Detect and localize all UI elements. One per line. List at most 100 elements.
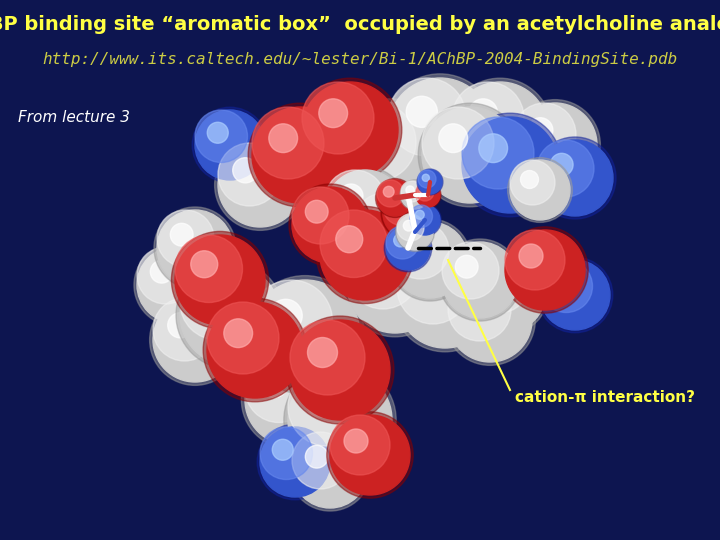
Ellipse shape: [418, 170, 442, 194]
Ellipse shape: [180, 265, 280, 365]
Ellipse shape: [377, 180, 404, 207]
Ellipse shape: [540, 260, 593, 313]
Ellipse shape: [537, 140, 613, 216]
Ellipse shape: [241, 352, 338, 449]
Ellipse shape: [401, 181, 429, 209]
Ellipse shape: [305, 446, 328, 468]
Ellipse shape: [463, 293, 488, 318]
Ellipse shape: [272, 439, 293, 460]
Ellipse shape: [392, 197, 407, 212]
Ellipse shape: [157, 210, 214, 267]
Text: The AChBP binding site “aromatic box”  occupied by an acetylcholine analog (2004: The AChBP binding site “aromatic box” oc…: [0, 15, 720, 34]
Ellipse shape: [418, 170, 436, 188]
Ellipse shape: [384, 224, 432, 272]
Ellipse shape: [422, 174, 429, 181]
Ellipse shape: [207, 122, 228, 143]
Ellipse shape: [288, 368, 366, 446]
Ellipse shape: [168, 313, 193, 338]
Ellipse shape: [455, 255, 478, 278]
Ellipse shape: [350, 190, 441, 280]
Ellipse shape: [414, 269, 443, 298]
Ellipse shape: [376, 179, 415, 218]
Ellipse shape: [339, 184, 363, 208]
Ellipse shape: [393, 248, 497, 352]
Ellipse shape: [368, 208, 393, 233]
Ellipse shape: [292, 432, 368, 508]
Ellipse shape: [394, 234, 407, 247]
Ellipse shape: [381, 186, 435, 240]
Ellipse shape: [406, 96, 438, 127]
Ellipse shape: [150, 295, 240, 386]
Ellipse shape: [289, 184, 371, 266]
Ellipse shape: [261, 371, 288, 398]
Ellipse shape: [322, 167, 408, 253]
Ellipse shape: [171, 232, 269, 329]
Ellipse shape: [224, 319, 253, 348]
Ellipse shape: [298, 78, 402, 182]
Ellipse shape: [356, 121, 387, 152]
Ellipse shape: [469, 99, 498, 127]
Ellipse shape: [353, 193, 416, 256]
Ellipse shape: [137, 247, 213, 323]
Ellipse shape: [305, 200, 328, 223]
Ellipse shape: [442, 242, 499, 299]
Ellipse shape: [171, 224, 193, 246]
Ellipse shape: [383, 188, 433, 238]
Ellipse shape: [392, 222, 468, 298]
Ellipse shape: [233, 158, 258, 183]
Ellipse shape: [252, 107, 348, 203]
Ellipse shape: [137, 247, 194, 304]
Ellipse shape: [250, 280, 333, 362]
Ellipse shape: [550, 153, 573, 176]
Ellipse shape: [439, 239, 521, 321]
Ellipse shape: [534, 137, 616, 219]
Ellipse shape: [552, 272, 573, 293]
Ellipse shape: [508, 158, 572, 222]
Ellipse shape: [218, 143, 302, 227]
Ellipse shape: [409, 204, 441, 236]
Ellipse shape: [320, 210, 410, 300]
Ellipse shape: [320, 210, 387, 278]
Ellipse shape: [207, 302, 279, 374]
Ellipse shape: [415, 182, 441, 208]
Ellipse shape: [157, 210, 233, 286]
Ellipse shape: [269, 124, 297, 153]
Ellipse shape: [502, 227, 588, 313]
Ellipse shape: [420, 187, 428, 194]
Ellipse shape: [175, 235, 265, 325]
Ellipse shape: [338, 103, 442, 207]
Ellipse shape: [510, 160, 555, 205]
Ellipse shape: [452, 82, 548, 178]
Ellipse shape: [422, 107, 494, 179]
Ellipse shape: [245, 355, 335, 445]
Ellipse shape: [260, 427, 330, 497]
Ellipse shape: [344, 429, 368, 453]
Ellipse shape: [458, 113, 562, 217]
Ellipse shape: [472, 257, 548, 333]
Ellipse shape: [330, 415, 410, 495]
Ellipse shape: [417, 169, 443, 195]
Ellipse shape: [415, 210, 424, 219]
Ellipse shape: [445, 275, 536, 366]
Ellipse shape: [487, 272, 508, 293]
Ellipse shape: [401, 181, 422, 202]
Ellipse shape: [290, 320, 390, 420]
Ellipse shape: [330, 415, 390, 475]
Ellipse shape: [245, 355, 312, 422]
Ellipse shape: [347, 237, 443, 333]
Ellipse shape: [384, 74, 496, 186]
Ellipse shape: [347, 237, 419, 309]
Ellipse shape: [191, 251, 217, 278]
Ellipse shape: [540, 260, 610, 330]
Ellipse shape: [397, 252, 493, 348]
Ellipse shape: [505, 230, 565, 290]
Ellipse shape: [319, 99, 348, 127]
Ellipse shape: [383, 188, 420, 226]
Ellipse shape: [153, 298, 237, 382]
Ellipse shape: [302, 82, 374, 154]
Ellipse shape: [218, 143, 281, 206]
Ellipse shape: [537, 257, 613, 333]
Ellipse shape: [260, 427, 312, 480]
Ellipse shape: [316, 206, 413, 303]
Text: From lecture 3: From lecture 3: [18, 110, 130, 125]
